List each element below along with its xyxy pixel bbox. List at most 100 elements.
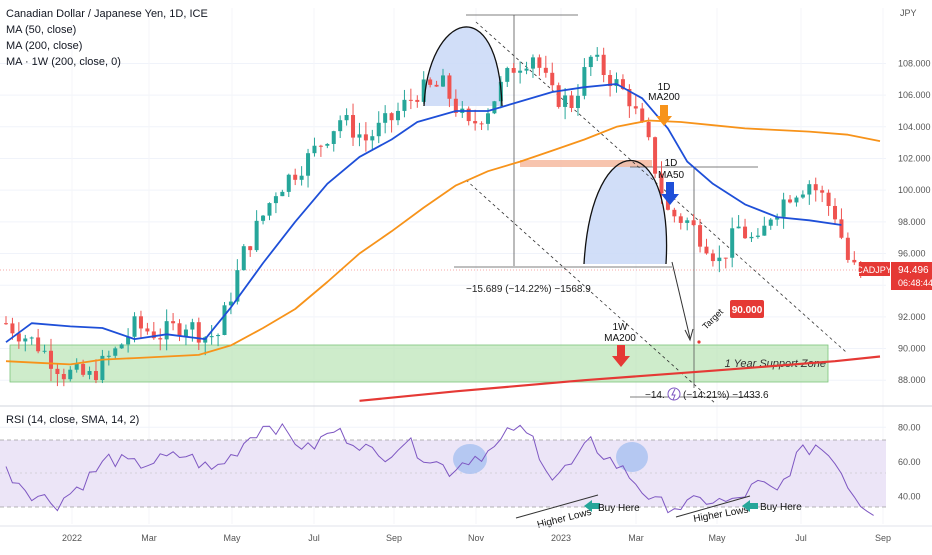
ma50-1d-label-line: MA50 — [658, 170, 685, 181]
study-ma50[interactable]: MA (50, close) — [6, 24, 77, 36]
candle-body — [408, 99, 413, 101]
candle-body — [55, 368, 60, 374]
lightning-icon-bolt — [671, 388, 676, 401]
price-tick-label: 106.000 — [898, 90, 931, 100]
candle-body — [383, 113, 388, 123]
candle-body — [845, 237, 850, 260]
candle-body — [306, 153, 311, 176]
candles — [4, 47, 863, 387]
ma50-down-arrow — [661, 182, 679, 205]
candle-body — [389, 113, 394, 121]
head-arc-1 — [423, 26, 503, 107]
candle-body — [106, 355, 111, 357]
price-tick-label: 108.000 — [898, 58, 931, 68]
candle-body — [363, 134, 368, 141]
candle-body — [183, 329, 188, 337]
symbol-title[interactable]: Canadian Dollar / Japanese Yen, 1D, ICE — [6, 8, 208, 20]
price-tick-label: 98.000 — [898, 217, 926, 227]
time-tick-label: Nov — [468, 533, 485, 543]
candle-body — [550, 72, 555, 86]
candle-body — [505, 68, 510, 82]
candle-body — [563, 95, 568, 107]
candle-body — [158, 338, 163, 340]
countdown-label: 06:48:44 — [898, 278, 932, 288]
time-tick-label: 2023 — [551, 533, 571, 543]
candle-body — [633, 106, 638, 109]
price-tick-label: 88.000 — [898, 375, 926, 385]
price-tick-label: 104.000 — [898, 122, 931, 132]
candle-body — [235, 270, 240, 302]
candle-body — [93, 371, 98, 381]
candle-body — [325, 143, 330, 146]
target-point — [697, 340, 701, 344]
buy-here-label-2: Buy Here — [760, 502, 802, 513]
candle-body — [338, 120, 343, 132]
measure-1-label: −15.689 (−14.22%) −1568.9 — [466, 284, 591, 295]
candle-body — [209, 336, 214, 338]
rsi-tick-label: 60.00 — [898, 457, 921, 467]
target-value-box — [730, 300, 764, 318]
study-ma200-weekly[interactable]: MA · 1W (200, close, 0) — [6, 56, 121, 68]
measure-2-prefix: −14. — [645, 390, 665, 401]
candle-body — [68, 369, 73, 380]
ma200-1d-label-line: MA200 — [648, 92, 680, 103]
rsi-tick-label: 40.00 — [898, 491, 921, 501]
candle-body — [421, 79, 426, 102]
rsi-highlight-1 — [453, 444, 487, 474]
candle-body — [466, 108, 471, 122]
ma200-1w-label-line: MA200 — [604, 333, 636, 344]
candle-body — [730, 228, 735, 258]
symbol-tag — [859, 262, 890, 276]
candle-body — [447, 75, 452, 99]
higher-lows-line-1 — [515, 494, 599, 519]
candle-body — [441, 75, 445, 87]
candle-body — [723, 257, 728, 259]
candle-body — [434, 84, 439, 87]
ma50-1d-label-line: 1D — [665, 158, 678, 169]
candle-body — [42, 350, 47, 352]
time-tick-label: Mar — [141, 533, 157, 543]
candle-body — [261, 215, 266, 221]
candle-body — [273, 196, 278, 204]
time-tick-label: Mar — [628, 533, 644, 543]
ma200-down-arrow — [656, 105, 672, 126]
time-tick-label: Jul — [795, 533, 807, 543]
candle-body — [511, 68, 516, 73]
moving-averages — [5, 83, 881, 402]
candle-body — [595, 54, 600, 57]
candle-body — [543, 67, 548, 73]
candle-body — [171, 321, 176, 324]
candle-body — [145, 328, 150, 332]
time-tick-label: May — [223, 533, 241, 543]
candle-body — [23, 338, 28, 342]
study-ma200[interactable]: MA (200, close) — [6, 40, 83, 52]
candle-body — [537, 57, 542, 68]
candle-body — [318, 145, 323, 147]
candle-body — [710, 253, 715, 262]
candle-body — [775, 216, 780, 220]
rsi-title[interactable]: RSI (14, close, SMA, 14, 2) — [6, 414, 140, 426]
candle-body — [87, 371, 92, 375]
candle-body — [833, 205, 838, 220]
candle-body — [788, 199, 793, 203]
candle-body — [627, 88, 632, 107]
support-zone — [9, 344, 829, 383]
candle-body — [228, 301, 233, 306]
candle-body — [524, 68, 529, 71]
candle-body — [81, 363, 86, 375]
ma200-1w-label-line: 1W — [613, 322, 629, 333]
candle-body — [74, 363, 79, 370]
candle-body — [222, 305, 227, 335]
ma50-1d-label: 1D MA50 — [658, 158, 685, 181]
candle-body — [530, 57, 535, 69]
candle-body — [126, 336, 131, 345]
head-arc-2 — [583, 160, 668, 265]
candle-body — [569, 95, 574, 109]
ma200-1d-label: 1D MA200 — [648, 82, 680, 103]
candle-body — [132, 316, 137, 337]
candle-body — [620, 79, 625, 89]
candle-body — [61, 373, 66, 380]
candle-body — [575, 95, 580, 109]
